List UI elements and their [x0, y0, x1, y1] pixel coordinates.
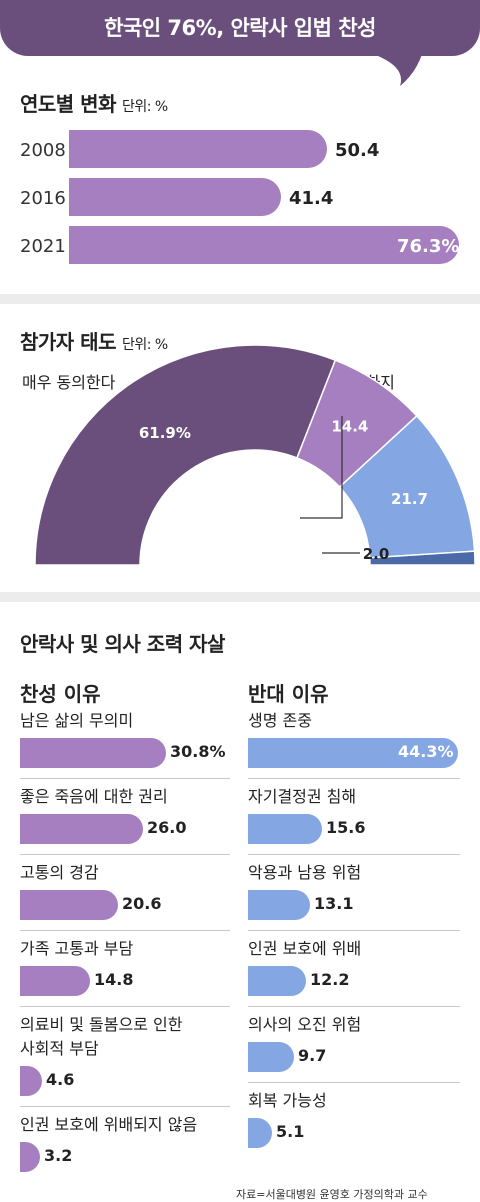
pro-reason-label: 의료비 및 돌봄으로 인한: [20, 1015, 183, 1034]
con-reason-label: 자기결정권 침해: [248, 787, 357, 806]
pro-reason-label: 인권 보호에 위배되지 않음: [20, 1115, 198, 1134]
pro-reason-value: 14.8: [94, 970, 134, 989]
con-reason-value: 44.3%: [398, 742, 454, 761]
pro-reason-label: 좋은 죽음에 대한 권리: [20, 787, 168, 806]
con-reason-bar: [248, 1118, 272, 1148]
source-credit: 자료=서울대병원 윤영호 가정의학과 교수: [236, 1188, 428, 1201]
pro-reason-value: 26.0: [147, 818, 187, 837]
pro-reason-bar: [20, 890, 118, 920]
pro-reason-label: 가족 고통과 부담: [20, 939, 134, 958]
label-disagree-line1: 동의하지: [336, 373, 395, 392]
row-divider: [248, 1006, 460, 1007]
row-divider: [248, 778, 460, 779]
con-reason-value: 15.6: [326, 818, 366, 837]
donut-value-strongly-disagree: 2.0: [363, 545, 390, 563]
con-reason-label: 생명 존중: [248, 711, 312, 730]
leader-line-disagree: [300, 416, 343, 519]
year-bar-2008: [69, 130, 327, 168]
pro-reason-bar: [20, 1066, 42, 1096]
yearly-unit: 단위: %: [121, 99, 168, 115]
pro-reasons-title: 찬성 이유: [20, 682, 101, 706]
label-agree: 동의한다: [205, 373, 264, 392]
section-divider-2: [0, 592, 480, 602]
row-divider: [20, 1006, 230, 1007]
year-value-2021: 76.3%: [397, 236, 460, 257]
year-value-2008: 50.4: [335, 140, 380, 161]
con-reason-value: 12.2: [310, 970, 350, 989]
year-label-2008: 2008: [20, 140, 66, 161]
attitude-section-title: 참가자 태도 단위: %: [20, 330, 168, 354]
row-divider: [20, 854, 230, 855]
con-reason-label: 악용과 남용 위험: [248, 863, 362, 882]
year-bar-2016: [69, 178, 281, 216]
row-divider: [20, 778, 230, 779]
pro-reason-bar: [20, 738, 166, 768]
year-bar-2021: [69, 226, 459, 264]
row-divider: [248, 1082, 460, 1083]
label-disagree-line2: 않는다: [336, 397, 381, 416]
pro-reason-value: 20.6: [122, 894, 162, 913]
label-strongly-disagree-line3: 않는다: [415, 546, 460, 565]
year-label-2016: 2016: [20, 188, 66, 209]
pro-reason-label: 고통의 경감: [20, 863, 99, 882]
con-reason-label: 회복 가능성: [248, 1091, 327, 1110]
con-reason-bar: [248, 966, 306, 996]
pro-reason-value: 3.2: [44, 1146, 73, 1165]
attitude-unit: 단위: %: [121, 337, 168, 353]
donut-value-agree: 14.4: [331, 417, 368, 435]
pro-reason-label-line2: 사회적 부담: [20, 1039, 99, 1058]
con-reason-bar: [248, 814, 322, 844]
pro-reason-label: 남은 삶의 무의미: [20, 711, 134, 730]
con-reason-label: 의사의 오진 위험: [248, 1015, 362, 1034]
pro-reason-bar: [20, 1142, 40, 1172]
year-label-2021: 2021: [20, 236, 66, 257]
pro-reason-bar: [20, 966, 90, 996]
con-reason-label: 인권 보호에 위배: [248, 939, 362, 958]
row-divider: [20, 1106, 230, 1107]
section-divider: [0, 294, 480, 304]
yearly-section-title: 연도별 변화 단위: %: [20, 92, 168, 116]
con-reason-value: 13.1: [314, 894, 354, 913]
pro-reason-value: 4.6: [46, 1070, 75, 1089]
con-reason-bar: [248, 738, 458, 768]
row-divider: [20, 930, 230, 931]
con-reason-value: 5.1: [276, 1122, 305, 1141]
con-reason-bar: [248, 890, 310, 920]
banner-speech-tail: [370, 40, 426, 86]
row-divider: [248, 854, 460, 855]
year-value-2016: 41.4: [289, 188, 334, 209]
row-divider: [248, 930, 460, 931]
donut-value-strongly-agree: 61.9%: [139, 424, 191, 442]
label-strongly-disagree-line1: 매우: [430, 483, 460, 502]
pro-reason-value: 30.8%: [170, 742, 226, 761]
con-reason-bar: [248, 1042, 294, 1072]
con-reasons-title: 반대 이유: [248, 682, 329, 706]
con-reason-value: 9.7: [298, 1046, 327, 1065]
label-strongly-disagree-line2: 동의하지: [401, 509, 460, 528]
label-strongly-agree: 매우 동의한다: [22, 373, 116, 392]
pro-reason-bar: [20, 814, 143, 844]
page-title: 한국인 76%, 안락사 입법 찬성: [104, 16, 376, 40]
assisted-section-title: 안락사 및 의사 조력 자살: [20, 632, 225, 656]
